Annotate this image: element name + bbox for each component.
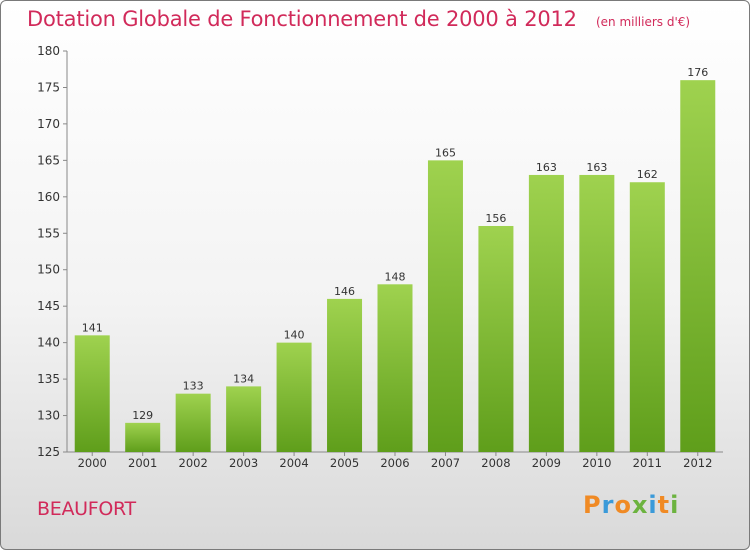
y-tick-label: 125 [37,445,60,459]
x-tick-label: 2011 [633,456,662,470]
bar [74,335,110,452]
bar [125,422,161,452]
y-tick-label: 170 [37,117,60,131]
y-tick-label: 180 [37,44,60,58]
bar [226,386,262,452]
title-unit: (en milliers d'€) [595,15,691,29]
bars: 141 129 133 134 140 146 148 165 156 163 163 162 176 [74,66,716,453]
logo-letter: P [583,491,602,519]
bar [680,80,716,452]
data-label: 162 [637,168,658,181]
y-tick-label: 155 [37,226,60,240]
x-tick-label: 2007 [431,456,460,470]
logo-letter: i [670,491,680,519]
title-text: Dotation Globale de Fonctionnement de 20… [27,7,577,31]
logo-letter: o [614,491,632,519]
axes: 125 130 135 140 145 150 155 160 165 170 175 180 2000… [37,44,723,470]
bar [377,284,413,452]
data-label: 156 [485,212,506,225]
data-label: 141 [82,321,103,334]
data-label: 129 [132,409,153,422]
y-tick-label: 175 [37,80,60,94]
x-tick-label: 2012 [683,456,712,470]
x-tick-label: 2002 [179,456,208,470]
bar [175,393,211,452]
bar [528,174,564,453]
chart-title: Dotation Globale de Fonctionnement de 20… [27,7,690,31]
logo-letter: r [601,491,615,519]
x-tick-label: 2009 [532,456,561,470]
commune-name: BEAUFORT [37,498,136,520]
y-tick-label: 135 [37,372,60,386]
bar [629,182,665,452]
y-tick-label: 165 [37,153,60,167]
x-tick-label: 2004 [279,456,308,470]
data-label: 140 [284,329,305,342]
data-label: 163 [536,161,557,174]
data-label: 148 [385,270,406,283]
proxiti-logo: Proxiti [583,491,679,519]
y-tick-label: 140 [37,336,60,350]
bar [327,298,363,452]
data-label: 163 [586,161,607,174]
x-tick-label: 2000 [78,456,107,470]
x-tick-label: 2005 [330,456,359,470]
y-tick-label: 160 [37,190,60,204]
bar [427,160,463,452]
data-label: 165 [435,146,456,159]
x-tick-label: 2006 [380,456,409,470]
bar [276,342,312,452]
x-tick-label: 2008 [481,456,510,470]
data-label: 146 [334,285,355,298]
x-tick-label: 2003 [229,456,258,470]
logo-letter: x [631,491,649,519]
bar [579,174,615,453]
x-tick-label: 2001 [128,456,157,470]
logo-letter: i [648,491,658,519]
logo-letter: t [657,491,671,519]
data-label: 133 [183,380,204,393]
bar [478,225,514,452]
x-tick-label: 2010 [582,456,611,470]
data-label: 176 [687,66,708,79]
data-label: 134 [233,372,254,385]
y-tick-label: 150 [37,263,60,277]
y-tick-label: 145 [37,299,60,313]
y-tick-label: 130 [37,409,60,423]
